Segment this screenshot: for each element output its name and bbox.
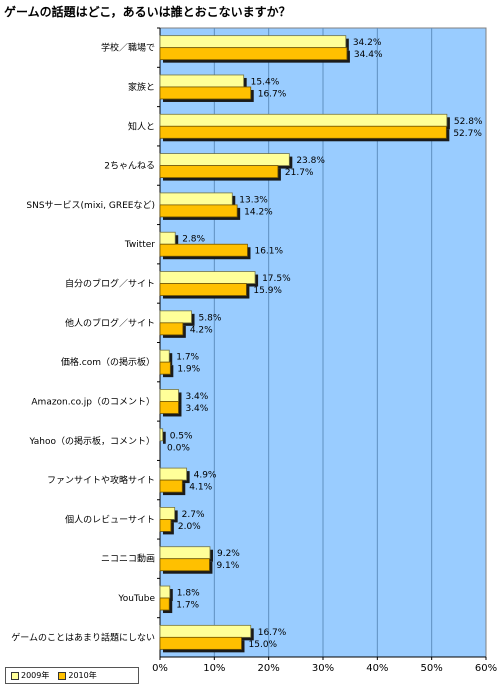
legend-swatch-2010: [58, 671, 67, 680]
data-label: 5.8%: [199, 313, 222, 323]
data-label: 14.2%: [244, 207, 273, 217]
data-label: 1.8%: [177, 589, 200, 599]
data-label: 4.1%: [189, 483, 212, 493]
legend-label-2010: 2010年: [68, 671, 97, 680]
bar-2010: [159, 47, 350, 63]
data-label: 1.7%: [176, 601, 199, 611]
legend-swatch-2009: [11, 671, 19, 680]
x-tick-label: 20%: [258, 663, 280, 674]
data-label: 2.7%: [182, 510, 205, 520]
data-label: 3.4%: [185, 392, 208, 402]
category-label: 家族と: [128, 81, 155, 93]
category-label: YouTube: [117, 594, 155, 604]
category-label: 他人のブログ／サイト: [65, 317, 155, 329]
bar-2010: [159, 401, 182, 417]
chart-title: ゲームの話題はどこ，あるいは誰とおこないますか？: [4, 5, 291, 19]
bar-2009: [159, 428, 166, 444]
bar-2010: [159, 479, 186, 496]
bar-2010: [159, 558, 213, 574]
legend-item-2009: 2009年: [11, 670, 49, 681]
data-label: 13.3%: [239, 195, 268, 205]
bar-2010: [159, 361, 174, 378]
data-label: 17.5%: [262, 274, 291, 284]
category-label: SNSサービス(mixi, GREEなど): [26, 200, 155, 211]
data-label: 1.9%: [177, 365, 200, 375]
data-label: 34.4%: [354, 50, 383, 60]
category-label: ニコニコ動画: [101, 554, 155, 565]
data-label: 4.9%: [194, 471, 217, 481]
data-label: 15.9%: [253, 286, 282, 296]
category-label: 自分のブログ／サイト: [65, 278, 155, 290]
category-label: 価格.com（の掲示板）: [61, 356, 155, 368]
data-label: 2.0%: [178, 522, 201, 532]
category-label: ファンサイトや攻略サイト: [47, 474, 155, 486]
data-label: 3.4%: [185, 404, 208, 414]
data-label: 1.7%: [176, 353, 199, 363]
bar-2010: [159, 283, 250, 299]
data-label: 21.7%: [285, 168, 314, 178]
data-label: 16.1%: [254, 247, 283, 257]
data-label: 9.1%: [216, 561, 239, 571]
category-label: 学校／職場で: [101, 42, 155, 54]
bar-2010: [159, 243, 251, 260]
x-tick-label: 0%: [152, 663, 168, 674]
x-tick-label: 30%: [312, 663, 334, 674]
x-tick-label: 50%: [421, 663, 443, 674]
legend-label-2009: 2009年: [21, 671, 50, 680]
category-label: 知人と: [128, 120, 155, 132]
bar-2010: [159, 597, 173, 614]
category-label: ゲームのことはあまり話題にしない: [11, 631, 155, 643]
data-label: 34.2%: [353, 38, 382, 48]
data-label: 16.7%: [258, 89, 287, 99]
legend-item-2010: 2010年: [58, 670, 97, 681]
data-label: 15.0%: [249, 640, 278, 650]
chart-legend: 2009年 2010年: [5, 667, 139, 684]
data-label: 2.8%: [182, 235, 205, 245]
data-label: 4.2%: [190, 325, 213, 335]
x-tick-label: 10%: [203, 663, 225, 674]
bar-2010: [159, 165, 281, 181]
x-tick-label: 60%: [475, 663, 497, 674]
category-label: Amazon.co.jp（のコメント）: [31, 396, 155, 407]
data-label: 52.7%: [453, 129, 482, 139]
data-label: 15.4%: [251, 77, 280, 87]
data-label: 0.0%: [167, 443, 190, 453]
bar-2010: [159, 322, 186, 338]
bar-2010: [159, 519, 174, 535]
category-label: 個人のレビューサイト: [65, 513, 155, 525]
bar-2010: [159, 204, 241, 220]
x-tick-label: 40%: [366, 663, 388, 674]
bar-2010: [159, 636, 245, 653]
bar-2010: [159, 86, 254, 102]
category-label: Yahoo（の掲示板，コメント）: [29, 435, 156, 447]
data-label: 9.2%: [217, 549, 240, 559]
data-label: 16.7%: [258, 628, 287, 638]
bar-2009: [159, 35, 349, 51]
bar-2010: [159, 125, 450, 142]
data-label: 52.8%: [454, 117, 483, 127]
category-label: 2ちゃんねる: [104, 161, 155, 172]
category-label: Twitter: [124, 240, 155, 250]
data-label: 0.5%: [170, 431, 193, 441]
data-label: 23.8%: [296, 156, 325, 166]
